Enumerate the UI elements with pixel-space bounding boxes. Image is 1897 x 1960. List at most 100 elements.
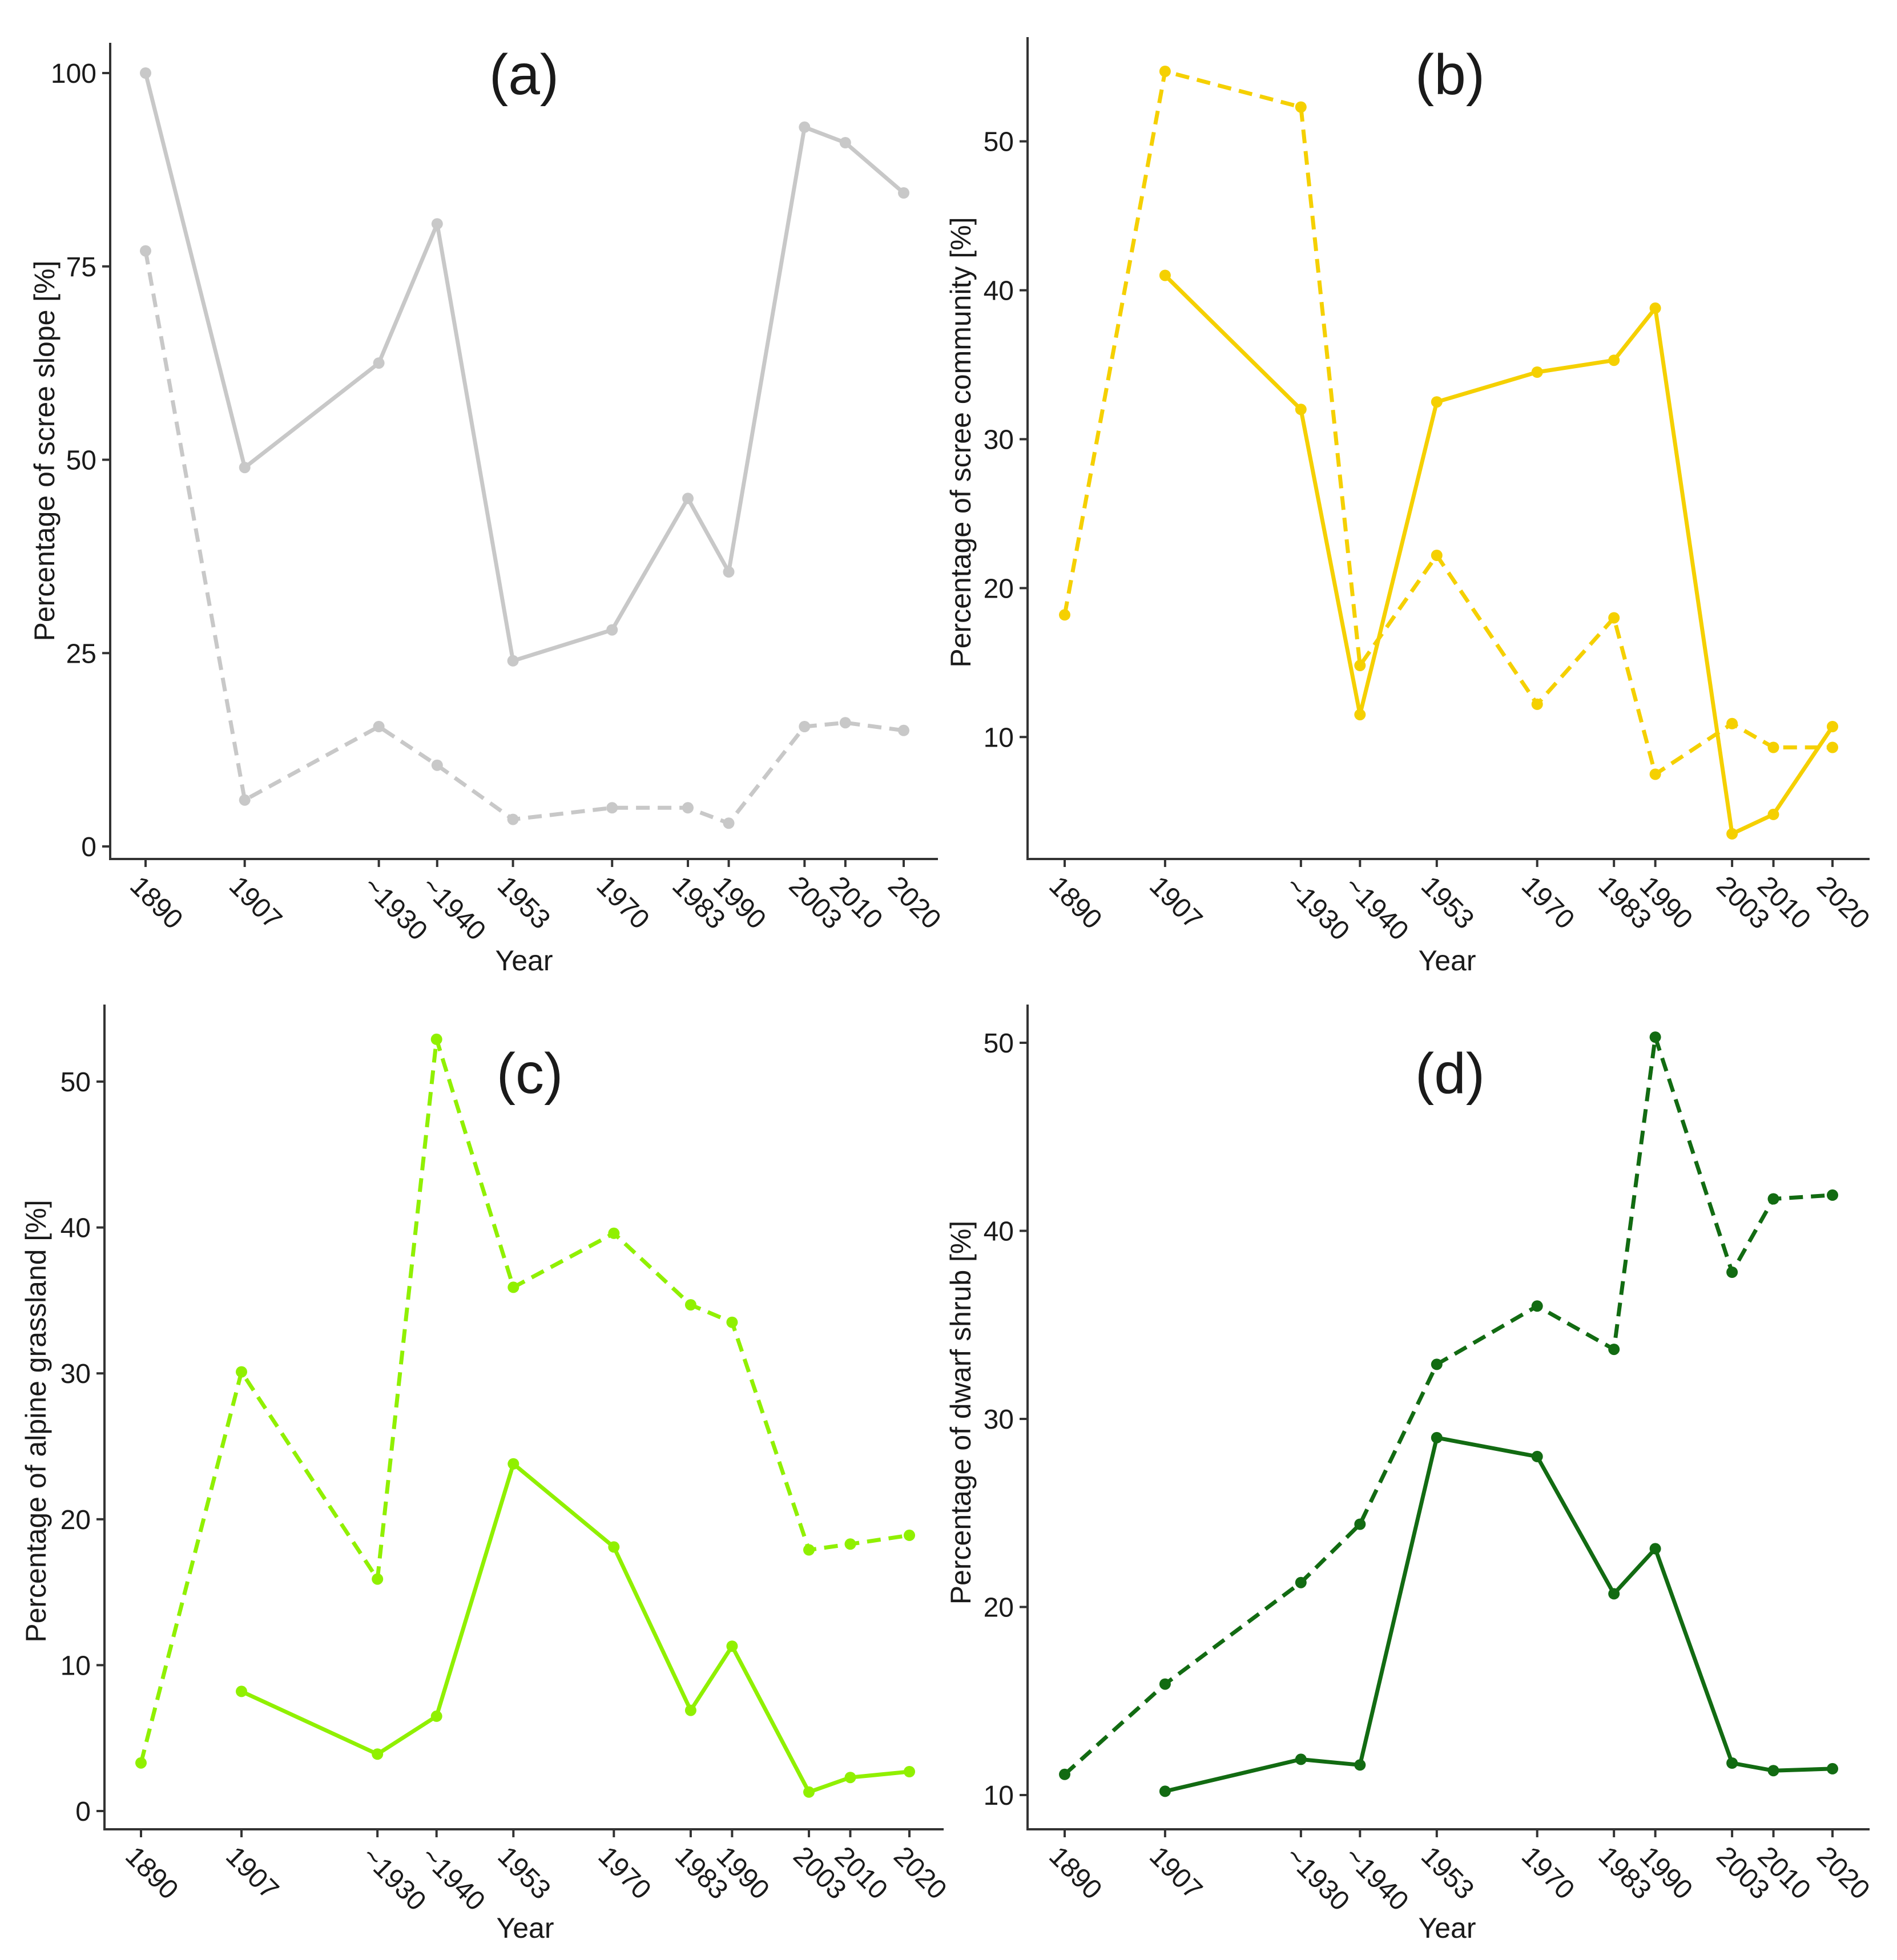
panel-b-dashed-point xyxy=(1608,612,1620,624)
panel-b-solid-point xyxy=(1354,709,1366,721)
panel-c-dashed-point xyxy=(135,1757,147,1769)
panel-d-solid-point xyxy=(1608,1588,1620,1600)
panel-d-y-tick-label: 20 xyxy=(984,1593,1014,1623)
panel-a-y-axis-title: Percentage of scree slope [%] xyxy=(29,260,61,641)
panel-c-solid-point xyxy=(508,1458,519,1470)
panel-c-solid-point xyxy=(803,1786,815,1798)
panel-c-dashed-point xyxy=(508,1281,519,1293)
panel-d-x-axis-title: Year xyxy=(1418,1912,1476,1944)
panel-d-solid-point xyxy=(1649,1543,1661,1555)
panel-c-dashed-point xyxy=(608,1227,620,1239)
panel-b-dashed-point xyxy=(1531,698,1543,710)
panel-d-solid-point xyxy=(1726,1757,1738,1769)
panel-d-solid-point xyxy=(1295,1753,1307,1765)
panel-c-marks xyxy=(135,1033,915,1798)
panel-d-y-tick-label: 40 xyxy=(984,1217,1014,1247)
panel-a-dashed-point xyxy=(431,759,443,771)
panel-c-y-tick-label: 40 xyxy=(61,1213,91,1244)
panel-b-y-tick-label: 10 xyxy=(984,723,1014,753)
panel-c-y-tick-label: 10 xyxy=(61,1651,91,1681)
panel-a-solid-point xyxy=(898,187,909,199)
panel-a-solid-point xyxy=(682,493,694,505)
panel-b-x-axis-title: Year xyxy=(1418,945,1476,977)
panel-d-solid-line xyxy=(1165,1435,1833,1793)
panel-b-dashed-point xyxy=(1354,660,1366,671)
panel-a-dashed-point xyxy=(839,717,851,729)
panel-a-solid-point xyxy=(839,137,851,148)
panel-b-solid-point xyxy=(1431,396,1443,408)
panel-d-dashed-point xyxy=(1608,1344,1620,1356)
panel-a-dashed-point xyxy=(606,802,618,814)
panel-d-dashed-point xyxy=(1726,1267,1738,1278)
panel-d-y-tick-label: 30 xyxy=(984,1405,1014,1435)
panel-c-label: (c) xyxy=(497,1042,563,1106)
panel-a-dashed-line xyxy=(143,250,904,825)
panel-d-solid-point xyxy=(1767,1765,1779,1777)
panel-a-dashed-point xyxy=(682,802,694,814)
panel-a-y-tick-label: 75 xyxy=(66,252,96,283)
panel-b-solid-point xyxy=(1649,302,1661,314)
panel-c-dashed-point xyxy=(372,1573,384,1585)
panel-b-solid-point xyxy=(1767,808,1779,820)
panel-a-dashed-point xyxy=(799,721,811,732)
panel-a-solid-point xyxy=(799,121,811,133)
panel-b-solid-point xyxy=(1608,354,1620,366)
panel-d-dashed-point xyxy=(1531,1300,1543,1312)
panel-a-axes xyxy=(109,43,938,860)
panel-c-solid-point xyxy=(684,1704,696,1716)
panel-c-solid-point xyxy=(608,1541,620,1553)
panel-b-dashed-point xyxy=(1295,101,1307,113)
panel-a-solid-point xyxy=(606,624,618,636)
panel-a-dashed-point xyxy=(140,245,151,257)
panel-d-y-tick-label: 50 xyxy=(984,1029,1014,1059)
panel-c-solid-point xyxy=(372,1748,384,1760)
panel-b-dashed-point xyxy=(1767,741,1779,753)
panel-d-dashed-point xyxy=(1295,1576,1307,1588)
panel-a-x-axis-title: Year xyxy=(495,945,553,977)
panel-d-solid-point xyxy=(1827,1763,1838,1775)
panel-c-dashed-point xyxy=(726,1316,738,1328)
panel-c-dashed-point xyxy=(684,1299,696,1311)
panel-d-label: (d) xyxy=(1415,1042,1485,1106)
panel-b-solid-point xyxy=(1827,721,1838,732)
panel-c-solid-point xyxy=(844,1772,856,1784)
panel-b-solid-point xyxy=(1159,269,1171,281)
panel-c-solid-line xyxy=(240,1462,910,1794)
panel-d-dashed-point xyxy=(1159,1678,1171,1690)
panel-c-solid-point xyxy=(236,1685,247,1697)
panel-d-dashed-point xyxy=(1827,1189,1838,1201)
panel-a-dashed-point xyxy=(723,817,735,829)
panel-a-solid-point xyxy=(723,566,735,578)
panel-b-y-tick-label: 30 xyxy=(984,425,1014,455)
panel-a-y-tick-label: 50 xyxy=(66,446,96,476)
panel-c-x-axis-title: Year xyxy=(496,1912,554,1944)
panel-d-dashed-point xyxy=(1649,1031,1661,1043)
panel-c-y-tick-label: 50 xyxy=(61,1067,91,1098)
panel-c-dashed-point xyxy=(430,1033,442,1045)
panel-d-dashed-point xyxy=(1431,1358,1443,1370)
panel-d-solid-point xyxy=(1159,1785,1171,1797)
panel-b-solid-point xyxy=(1295,404,1307,416)
panel-a-dashed-point xyxy=(373,721,385,732)
panel-a-solid-point xyxy=(140,67,151,79)
panel-c-solid-point xyxy=(726,1640,738,1652)
panel-a-marks xyxy=(140,67,909,829)
panel-d-dashed-point xyxy=(1354,1518,1366,1530)
panel-d-solid-point xyxy=(1531,1450,1543,1462)
panel-c-y-axis-title: Percentage of alpine grassland [%] xyxy=(20,1200,52,1643)
panel-b-dashed-point xyxy=(1827,741,1838,753)
panel-b-y-axis-title: Percentage of scree community [%] xyxy=(945,217,977,667)
panel-c-dashed-point xyxy=(904,1529,915,1541)
panel-b-marks xyxy=(1059,66,1838,840)
panel-a-solid-point xyxy=(373,357,385,369)
panel-c-dashed-point xyxy=(236,1366,247,1378)
panel-c-dashed-point xyxy=(803,1544,815,1556)
panel-d-y-axis-title: Percentage of dwarf shrub [%] xyxy=(945,1221,977,1605)
panel-b-dashed-point xyxy=(1649,768,1661,780)
panel-b-solid-point xyxy=(1726,828,1738,840)
panel-b-dashed-point xyxy=(1059,609,1070,621)
panel-b-dashed-point xyxy=(1431,550,1443,561)
panel-d-marks xyxy=(1059,1031,1838,1797)
